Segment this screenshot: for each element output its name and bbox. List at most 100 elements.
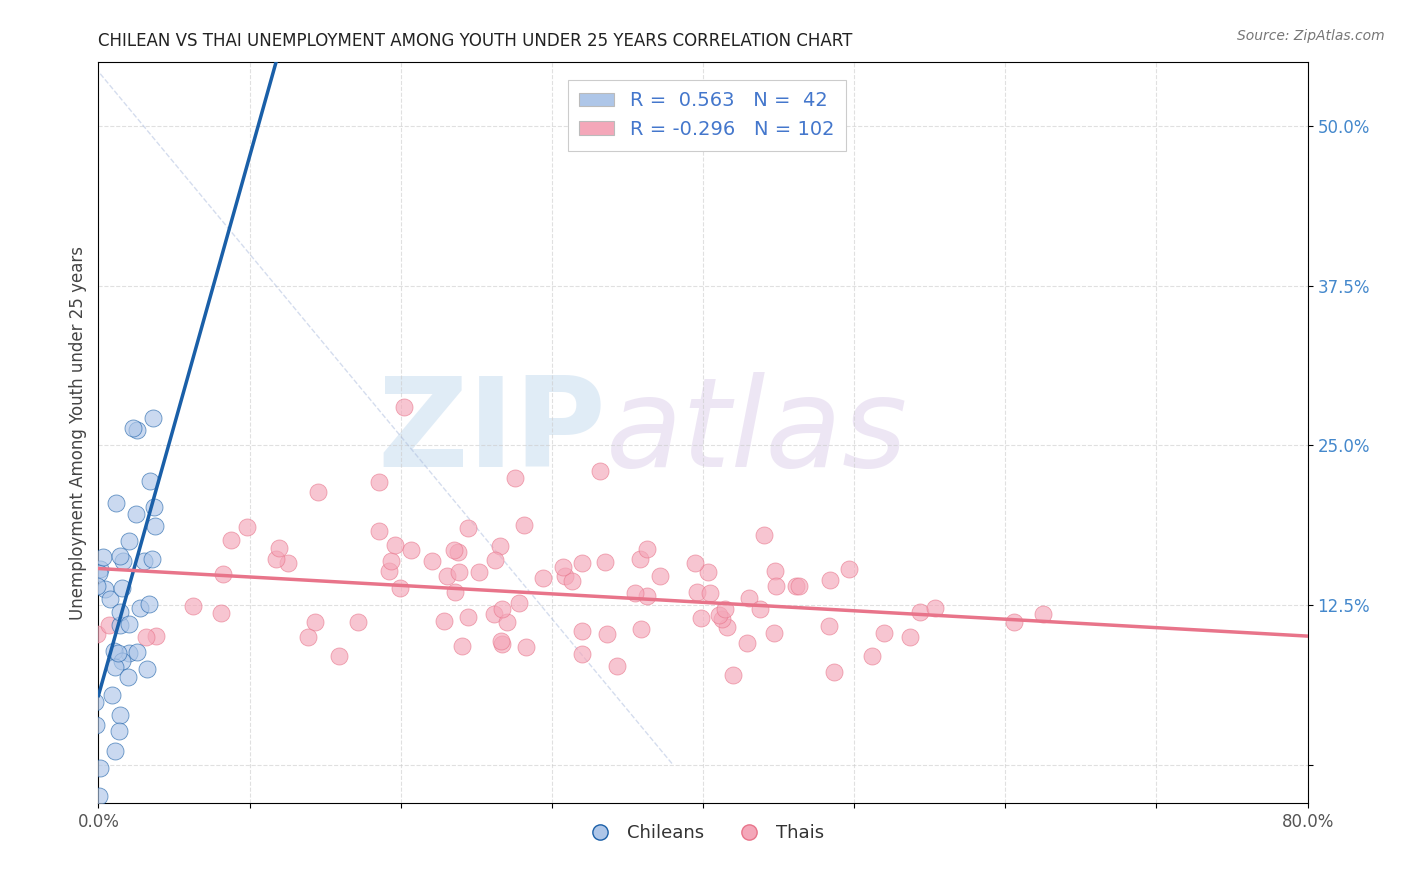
Point xyxy=(297,630,319,644)
Point xyxy=(142,410,165,425)
Point xyxy=(735,636,758,650)
Point xyxy=(531,571,554,585)
Point xyxy=(716,620,738,634)
Point xyxy=(89,789,111,804)
Point xyxy=(132,554,155,568)
Point xyxy=(346,615,368,630)
Point xyxy=(89,761,111,775)
Point xyxy=(392,400,415,414)
Point xyxy=(328,649,350,664)
Point xyxy=(491,637,513,651)
Point xyxy=(489,634,512,648)
Point xyxy=(1340,681,1362,695)
Point xyxy=(368,475,391,490)
Point xyxy=(143,500,166,514)
Point xyxy=(505,471,527,485)
Point xyxy=(135,630,157,644)
Point xyxy=(860,649,883,664)
Point xyxy=(451,640,474,654)
Point xyxy=(420,554,443,568)
Point xyxy=(630,623,652,637)
Point xyxy=(571,556,593,570)
Text: atlas: atlas xyxy=(606,372,908,493)
Point xyxy=(714,602,737,616)
Point xyxy=(551,560,574,574)
Point xyxy=(127,423,149,437)
Point xyxy=(484,553,506,567)
Point xyxy=(58,540,80,554)
Point xyxy=(125,645,148,659)
Point xyxy=(368,524,391,539)
Point xyxy=(98,592,121,607)
Point xyxy=(136,663,159,677)
Point xyxy=(763,564,786,578)
Point xyxy=(388,582,411,596)
Point xyxy=(606,658,628,673)
Point xyxy=(143,518,166,533)
Point xyxy=(103,644,125,658)
Point xyxy=(636,542,658,557)
Point xyxy=(447,566,470,580)
Text: CHILEAN VS THAI UNEMPLOYMENT AMONG YOUTH UNDER 25 YEARS CORRELATION CHART: CHILEAN VS THAI UNEMPLOYMENT AMONG YOUTH… xyxy=(98,32,853,50)
Point xyxy=(101,688,124,702)
Point xyxy=(139,474,162,488)
Point xyxy=(787,579,810,593)
Point xyxy=(112,554,135,568)
Point xyxy=(443,542,465,557)
Point xyxy=(554,569,576,583)
Point xyxy=(108,605,131,619)
Point xyxy=(823,665,845,679)
Point xyxy=(648,569,671,583)
Legend: Chileans, Thais: Chileans, Thais xyxy=(575,817,831,849)
Point xyxy=(508,596,530,610)
Point xyxy=(183,599,205,613)
Point xyxy=(108,724,131,739)
Point xyxy=(277,556,299,570)
Point xyxy=(515,640,537,654)
Point xyxy=(107,647,129,661)
Point xyxy=(307,485,329,500)
Point xyxy=(491,602,513,616)
Point xyxy=(98,618,121,632)
Point xyxy=(738,591,761,606)
Point xyxy=(125,507,148,521)
Point xyxy=(513,518,536,533)
Point xyxy=(209,606,232,620)
Point xyxy=(104,744,127,758)
Point xyxy=(817,618,839,632)
Point xyxy=(710,612,733,626)
Point xyxy=(27,549,49,563)
Point xyxy=(748,602,770,616)
Point xyxy=(697,565,720,579)
Point xyxy=(561,574,583,589)
Point xyxy=(87,566,110,580)
Point xyxy=(399,542,422,557)
Text: ZIP: ZIP xyxy=(378,372,606,493)
Point xyxy=(111,654,134,668)
Point xyxy=(457,610,479,624)
Point xyxy=(765,579,787,593)
Point xyxy=(264,551,287,566)
Point xyxy=(86,579,108,593)
Point xyxy=(104,496,127,510)
Point xyxy=(433,614,456,628)
Point xyxy=(444,584,467,599)
Point xyxy=(785,579,807,593)
Point xyxy=(384,538,406,552)
Point xyxy=(128,600,150,615)
Point xyxy=(686,584,709,599)
Point xyxy=(709,607,731,622)
Point xyxy=(380,554,402,568)
Text: Source: ZipAtlas.com: Source: ZipAtlas.com xyxy=(1237,29,1385,43)
Point xyxy=(91,550,114,565)
Point xyxy=(145,629,167,643)
Point xyxy=(104,660,127,674)
Point xyxy=(89,562,111,576)
Point xyxy=(636,589,658,603)
Point xyxy=(689,611,711,625)
Point xyxy=(117,670,139,684)
Point xyxy=(447,545,470,559)
Point xyxy=(86,717,108,731)
Point xyxy=(752,527,775,541)
Point xyxy=(236,520,259,534)
